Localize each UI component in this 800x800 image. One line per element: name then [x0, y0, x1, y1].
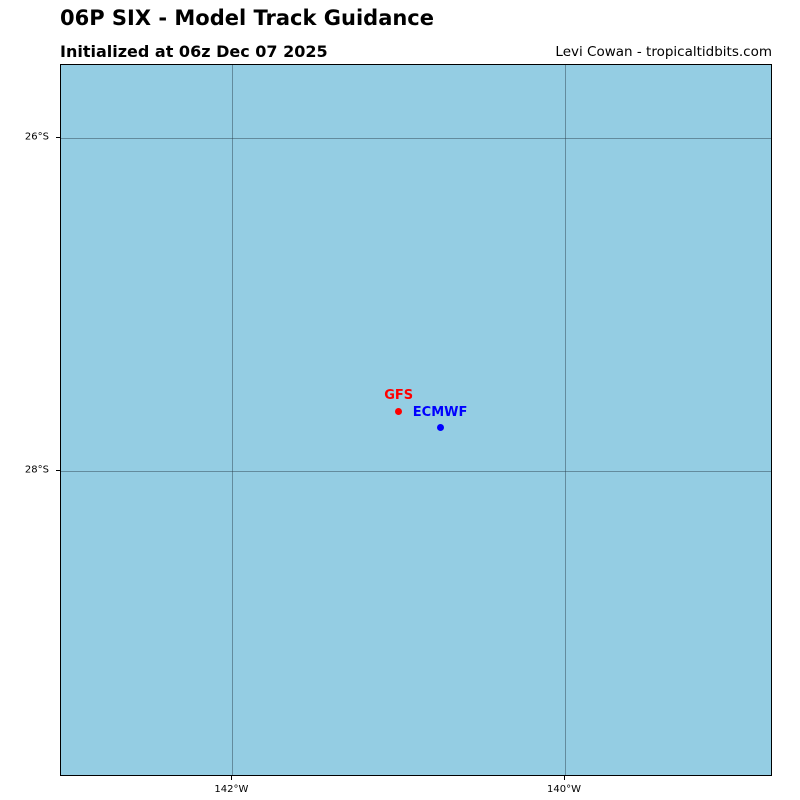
credit-text: Levi Cowan - tropicaltidbits.com [555, 44, 772, 60]
gfs-position-marker [395, 407, 403, 415]
lon-gridline [565, 65, 567, 775]
gfs-model-label: GFS [384, 388, 414, 404]
ecmwf-model-label: ECMWF [412, 404, 468, 420]
lon-tick [564, 776, 566, 780]
lat-tick [56, 469, 60, 471]
ecmwf-position-marker [436, 424, 444, 432]
lon-gridline [232, 65, 234, 775]
lat-gridline [61, 470, 771, 472]
lon-tick-label: 140°W [547, 784, 582, 795]
lat-tick [56, 137, 60, 139]
lat-tick-label: 26°S [24, 131, 49, 143]
lon-tick-label: 142°W [214, 784, 249, 795]
chart-title: 06P SIX - Model Track Guidance [60, 6, 435, 30]
map-area: GFS ECMWF [60, 64, 772, 776]
lat-tick-label: 28°S [24, 464, 49, 476]
lon-tick [231, 776, 233, 780]
lat-gridline [61, 138, 771, 140]
chart-subtitle: Initialized at 06z Dec 07 2025 [60, 42, 328, 61]
